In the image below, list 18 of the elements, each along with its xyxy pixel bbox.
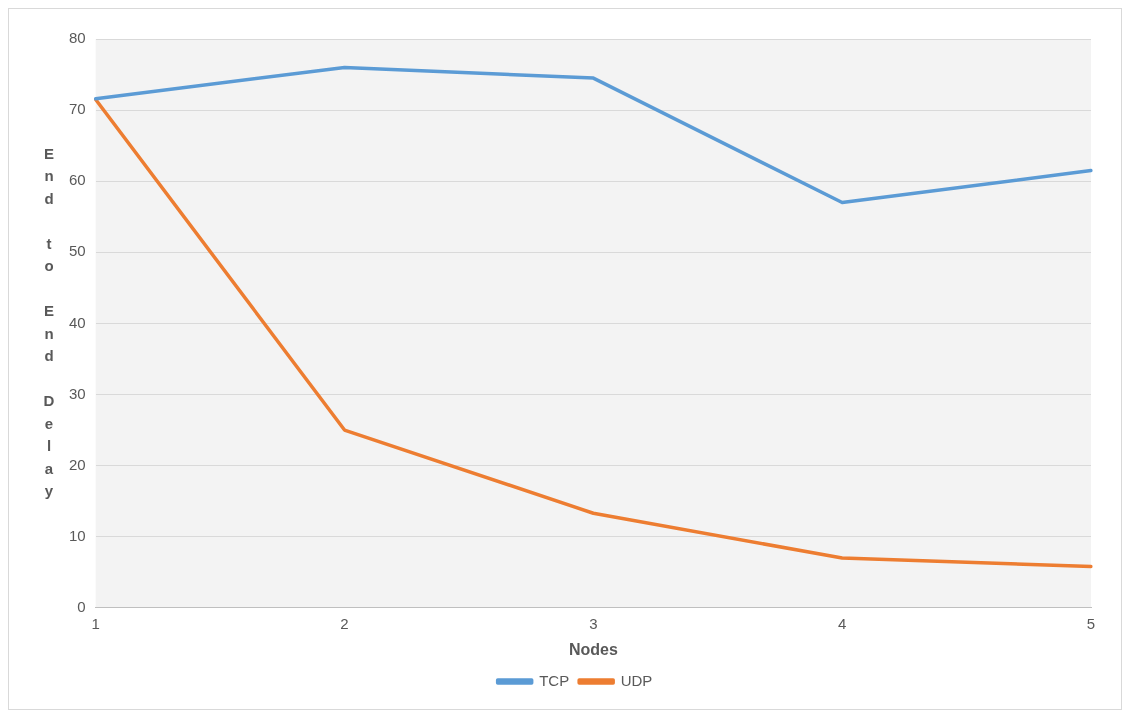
x-tick-label: 5 — [1086, 614, 1096, 632]
y-tick-label: 30 — [69, 384, 86, 402]
y-tick-label: 80 — [69, 29, 86, 47]
y-tick-label: 60 — [69, 171, 86, 189]
legend-label: TCP — [539, 671, 570, 689]
y-tick-label: 0 — [77, 597, 86, 615]
legend-label: UDP — [620, 671, 653, 689]
x-tick-label: 2 — [340, 614, 349, 632]
y-tick-label: 20 — [69, 455, 86, 473]
text: End to End Delay — [43, 144, 55, 500]
x-tick-label: 1 — [91, 614, 100, 632]
y-tick-label: 50 — [69, 242, 86, 260]
x-axis-title: Nodes — [568, 640, 618, 658]
y-tick-label: 70 — [69, 100, 86, 118]
y-tick-label: 40 — [69, 313, 86, 331]
x-tick-label: 3 — [589, 614, 598, 632]
x-tick-label: 4 — [838, 614, 847, 632]
y-tick-label: 10 — [69, 526, 86, 544]
